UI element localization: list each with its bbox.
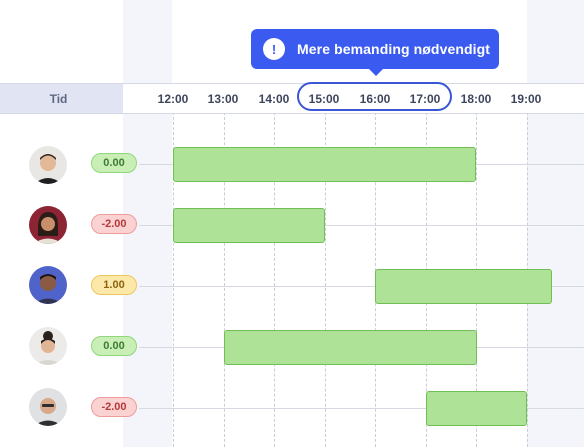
shift-bar[interactable] [224,330,477,365]
person-avatar[interactable] [29,266,67,304]
shift-bar[interactable] [426,391,527,426]
person-avatar[interactable] [29,146,67,184]
time-header-label: Tid [0,84,123,113]
row-gridline [139,225,584,226]
understaffed-tooltip: ! Mere bemanding nødvendigt [251,29,499,76]
balance-badge: -2.00 [91,397,137,417]
shift-bar[interactable] [375,269,552,304]
person-avatar[interactable] [29,388,67,426]
time-label: 13:00 [207,91,239,106]
person-avatar[interactable] [29,327,67,365]
hour-gridline [274,112,275,447]
exclamation-icon: ! [263,38,285,60]
time-label: 19:00 [510,91,542,106]
row-gridline [139,408,584,409]
shift-bar[interactable] [173,208,325,243]
person-avatar[interactable] [29,206,67,244]
balance-badge: 1.00 [91,275,137,295]
row-gridline [139,286,584,287]
time-label: 12:00 [157,91,189,106]
time-label: 16:00 [359,91,391,106]
time-label: 14:00 [258,91,290,106]
balance-badge: 0.00 [91,153,137,173]
time-label: 17:00 [409,91,441,106]
hour-gridline [173,112,174,447]
shift-bar[interactable] [173,147,476,182]
time-label: 18:00 [460,91,492,106]
hour-gridline [325,112,326,447]
tooltip-text: Mere bemanding nødvendigt [297,41,491,57]
time-header: Tid 12:00 13:00 14:00 15:00 16:00 17:00 … [0,83,584,114]
column-shade [527,0,584,447]
time-label: 15:00 [308,91,340,106]
balance-badge: -2.00 [91,214,137,234]
balance-badge: 0.00 [91,336,137,356]
hour-gridline [224,112,225,447]
understaffed-range-highlight[interactable] [297,82,452,111]
